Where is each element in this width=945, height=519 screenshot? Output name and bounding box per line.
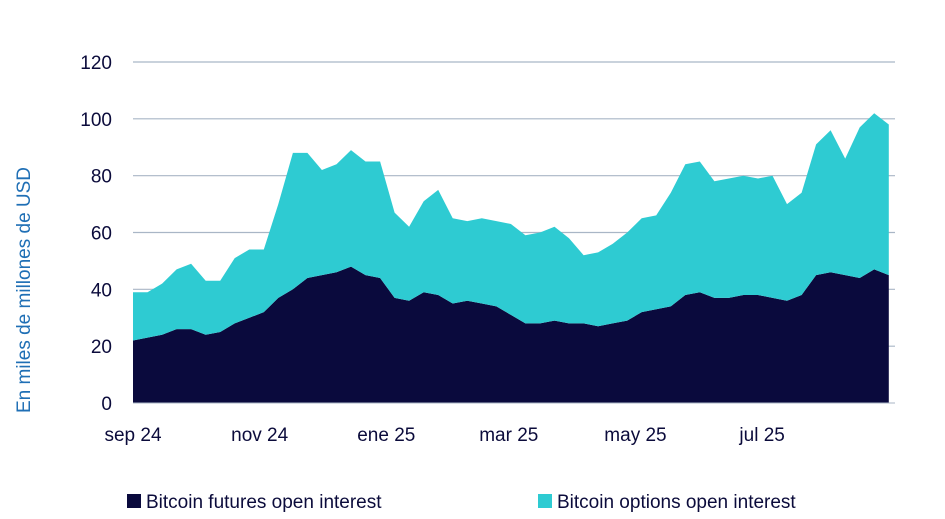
area-series-futures bbox=[133, 266, 889, 403]
y-axis-title: En miles de millones de USD bbox=[14, 167, 35, 413]
x-tick-label: nov 24 bbox=[231, 425, 288, 446]
y-tick-label: 40 bbox=[91, 280, 112, 301]
area-series-options bbox=[133, 113, 889, 341]
legend-label: Bitcoin options open interest bbox=[557, 492, 796, 513]
legend-label: Bitcoin futures open interest bbox=[146, 492, 382, 513]
y-tick-label: 0 bbox=[101, 394, 112, 415]
legend-item: Bitcoin options open interest bbox=[538, 492, 796, 513]
y-tick-label: 20 bbox=[91, 337, 112, 358]
legend-item: Bitcoin futures open interest bbox=[127, 492, 382, 513]
axes: 0 20 40 60 80 100 120 sep 24 nov 24 ene 25 mar 25 m… bbox=[80, 53, 895, 446]
area-series bbox=[133, 113, 889, 403]
y-tick-label: 60 bbox=[91, 224, 112, 245]
legend-swatch bbox=[538, 494, 552, 508]
legend: Bitcoin futures open interest Bitcoin opt… bbox=[127, 492, 796, 513]
x-tick-label: sep 24 bbox=[104, 425, 161, 446]
y-tick-label: 80 bbox=[91, 167, 112, 188]
y-tick-label: 100 bbox=[80, 110, 112, 131]
x-tick-label: mar 25 bbox=[479, 425, 538, 446]
x-tick-label: ene 25 bbox=[357, 425, 415, 446]
x-tick-label: may 25 bbox=[604, 425, 666, 446]
x-tick-label: jul 25 bbox=[738, 425, 784, 446]
legend-swatch bbox=[127, 494, 141, 508]
y-tick-label: 120 bbox=[80, 53, 112, 74]
